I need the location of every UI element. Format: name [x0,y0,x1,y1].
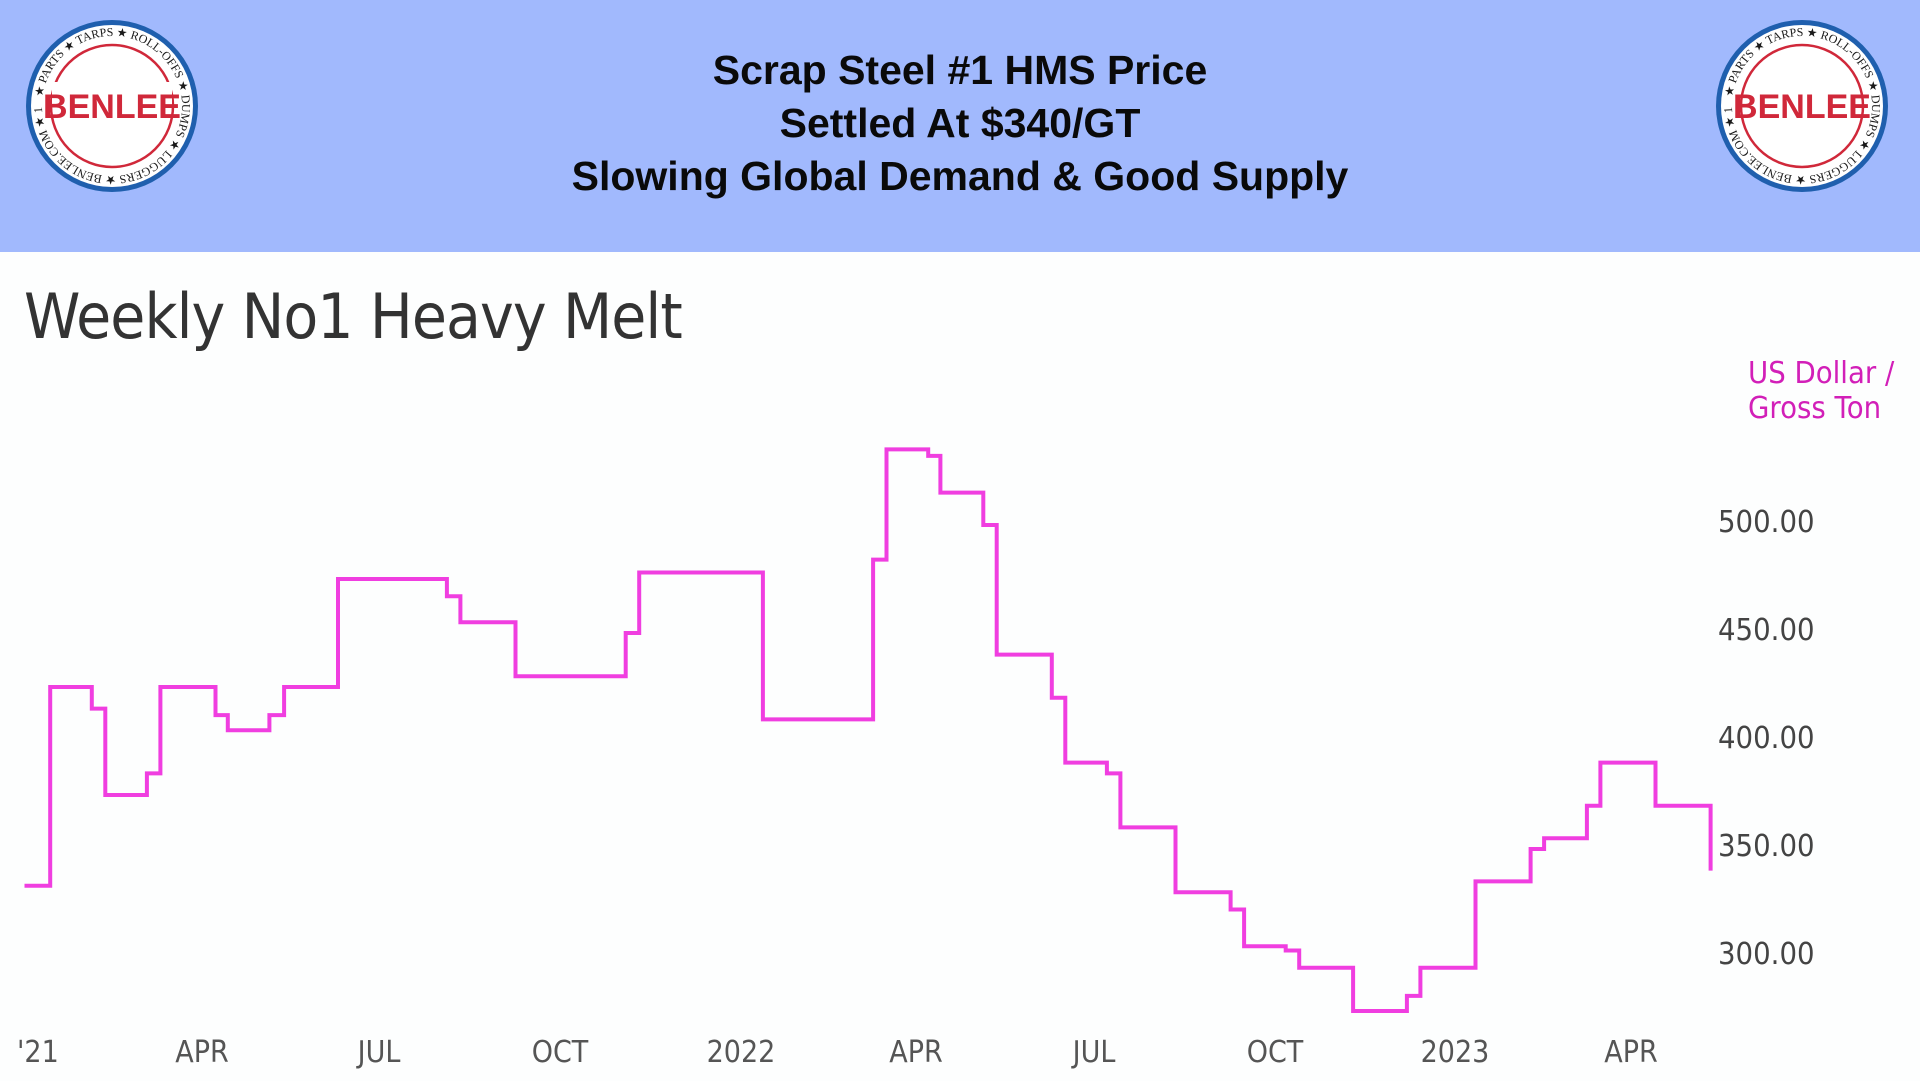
y-tick-450: 450.00 [1718,613,1815,648]
x-tick-oct-2021: OCT [531,1035,589,1070]
chart-title: Weekly No1 Heavy Melt [24,280,683,353]
x-tick-2023: 2023 [1420,1035,1490,1070]
price-step-line [24,447,1713,1013]
x-tick-jul-2021: JUL [357,1035,401,1070]
benlee-logo-right: ★ PARTS ★ TARPS ★ ROLL-OFFS ★ DUMPS ★ LU… [1711,7,1890,194]
y-tick-350: 350.00 [1718,829,1815,864]
x-tick-2022: 2022 [706,1035,776,1070]
y-tick-500: 500.00 [1718,505,1815,540]
banner-title: Scrap Steel #1 HMS Price Settled At $340… [0,44,1920,203]
unit-line-1: US Dollar / [1748,356,1895,391]
x-tick-apr-2023: APR [1604,1035,1658,1070]
x-tick-apr-2021: APR [175,1035,229,1070]
y-tick-400: 400.00 [1718,721,1815,756]
benlee-logo-left: ★ PARTS ★ TARPS ★ ROLL-OFFS ★ DUMPS ★ LU… [21,7,200,194]
unit-line-2: Gross Ton [1748,391,1882,426]
y-axis-unit-label: US Dollar / Gross Ton [1748,356,1894,426]
x-tick-oct-2022: OCT [1246,1035,1304,1070]
banner-line-3: Slowing Global Demand & Good Supply [571,153,1349,199]
x-tick-jul-2022: JUL [1072,1035,1116,1070]
y-tick-300: 300.00 [1718,937,1815,972]
svg-text:BENLEE: BENLEE [1733,88,1871,126]
x-tick-2021: '21 [17,1035,59,1070]
x-tick-apr-2022: APR [889,1035,943,1070]
header-banner: ★ PARTS ★ TARPS ★ ROLL-OFFS ★ DUMPS ★ LU… [0,0,1920,252]
svg-text:BENLEE: BENLEE [43,88,181,126]
banner-line-2: Settled At $340/GT [779,100,1141,146]
banner-line-1: Scrap Steel #1 HMS Price [712,47,1208,93]
